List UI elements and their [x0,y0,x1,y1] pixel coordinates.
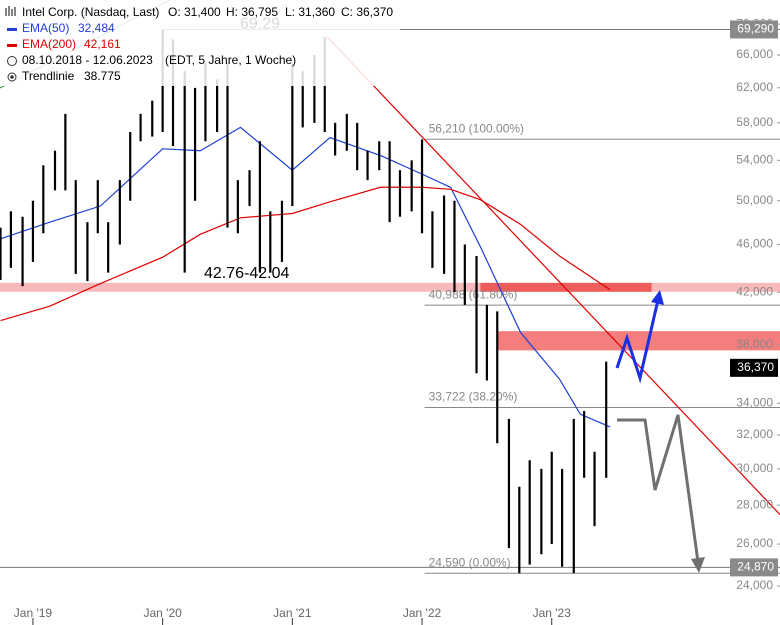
y-tick-label: 30,000 [736,461,773,475]
price-box [730,358,778,377]
trend-icon [7,72,17,82]
ohlc-high: H: 36,795 [226,5,278,19]
y-tick-label: 46,000 [736,237,773,251]
ohlc-open: O: 31,400 [168,5,221,19]
legend-value: 42,161 [84,37,121,51]
series-line [326,36,780,516]
header: Intel Corp. (Nasdaq, Last) O: 31,400 H: … [0,0,400,86]
x-tick-label: Jan '21 [273,606,312,620]
zone [480,282,652,292]
legend-name: EMA(50) [22,21,69,35]
bull-arrowhead [651,290,664,305]
zone [0,282,780,292]
y-tick-label: 58,000 [736,115,773,129]
price-box-label: 36,370 [737,360,774,374]
legend-swatch [7,44,17,47]
series-line [0,186,611,322]
y-tick-label: 34,000 [736,395,773,409]
plot-area: 42.76-42.04 56,210 (100.00%) 40,988 (61.80… [0,16,780,574]
legend-value: 38.775 [84,69,121,83]
y-tick-label: 26,000 [736,536,773,550]
price-box-label: 24,870 [737,560,774,574]
fib-label: 40,988 (61.80%) [429,287,518,301]
series-line [0,126,611,428]
bear-scenario [617,414,700,563]
zone-label: 42.76-42.04 [204,265,290,282]
x-tick-label: Jan '22 [403,606,442,620]
fib-label: 24,590 (0.00%) [429,555,511,569]
y-tick-label: 42,000 [736,284,773,298]
legend-value: 32,484 [78,21,115,35]
x-tick-label: Jan '20 [143,606,182,620]
period: 08.10.2018 - 12.06.2023 [22,53,153,67]
x-tick-label: Jan '23 [533,606,572,620]
y-tick-label: 38,000 [736,337,773,351]
price-box-label: 69,290 [737,22,774,36]
y-tick-label: 66,000 [736,47,773,61]
bar-icon [5,6,16,16]
header-bg [0,0,400,86]
x-tick-label: Jan '19 [14,606,53,620]
clock-icon [7,56,17,66]
fib-label: 56,210 (100.00%) [429,121,524,135]
bull-scenario [615,299,660,384]
y-tick-label: 28,000 [736,497,773,511]
y-tick-label: 24,000 [736,578,773,592]
zone [497,331,780,351]
legend-swatch [7,28,17,31]
ohlc-low: L: 31,360 [285,5,335,19]
header-title: Intel Corp. (Nasdaq, Last) [22,5,159,19]
legend-name: Trendlinie [22,69,75,83]
y-tick-label: 54,000 [736,153,773,167]
y-tick-label: 32,000 [736,427,773,441]
trend-icon [10,75,14,79]
period-note: (EDT, 5 Jahre, 1 Woche) [165,53,296,67]
fib-label: 33,722 (38.20%) [429,390,518,404]
y-tick-label: 62,000 [736,80,773,94]
price-box [730,558,778,577]
bear-arrowhead [691,557,705,573]
y-tick-label: 50,000 [736,193,773,207]
price-box [730,20,778,39]
legend-name: EMA(200) [22,37,76,51]
ohlc-close: C: 36,370 [341,5,393,19]
